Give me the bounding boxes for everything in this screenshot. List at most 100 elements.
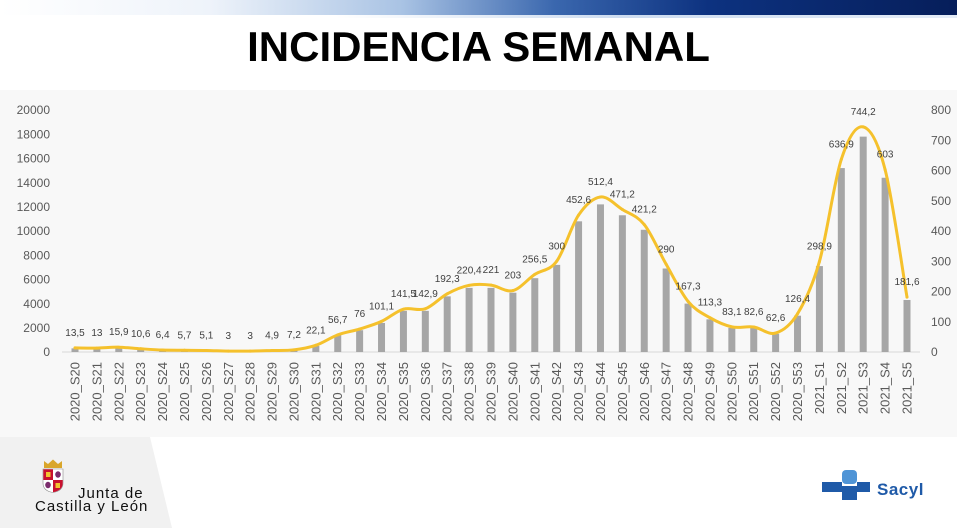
line-data-label: 7,2	[287, 330, 301, 341]
bar-2020-s50	[728, 327, 736, 352]
bar-2020-s37	[443, 296, 451, 352]
line-point	[445, 292, 449, 296]
bar-2020-s51	[750, 327, 758, 352]
x-tick-label: 2020_S44	[593, 362, 608, 421]
line-data-labels: 13,5 13 15,9 10,6 6,4 5,7 5,1 3 3 4,9 7,2 22,156,7 7…	[65, 107, 920, 342]
line-point	[796, 312, 800, 316]
x-tick-label: 2020_S36	[418, 362, 433, 421]
line-point	[533, 272, 537, 276]
line-point	[314, 343, 318, 347]
background-decoration	[0, 437, 172, 528]
bar-2020-s21	[93, 348, 101, 352]
x-tick-label: 2020_S35	[396, 362, 411, 421]
y-left-tick-label: 4000	[23, 297, 50, 311]
line-point	[577, 213, 581, 217]
line-point	[336, 333, 340, 337]
line-point	[861, 125, 865, 129]
line-point	[905, 295, 909, 299]
x-tick-label: 2020_S37	[440, 362, 455, 421]
x-tick-label: 2020_S43	[571, 362, 586, 421]
line-point	[708, 316, 712, 320]
line-point	[730, 325, 734, 329]
line-data-label: 452,6	[566, 195, 591, 206]
x-tick-label: 2021_S2	[834, 362, 849, 414]
x-tick-label: 2020_S34	[374, 362, 389, 421]
x-tick-label: 2020_S42	[549, 362, 564, 421]
line-point	[817, 260, 821, 264]
x-tick-label: 2020_S45	[615, 362, 630, 421]
line-point	[117, 345, 121, 349]
bar-2020-s52	[772, 333, 780, 352]
line-point	[511, 289, 515, 293]
x-tick-label: 2020_S33	[352, 362, 367, 421]
y-right-axis: 0 100 200 300 400 500 600 700 800	[931, 103, 951, 359]
line-point	[73, 346, 77, 350]
x-tick-label: 2020_S30	[286, 362, 301, 421]
y-left-tick-label: 12000	[17, 200, 51, 214]
y-left-tick-label: 6000	[23, 273, 50, 287]
line-point	[358, 327, 362, 331]
y-left-tick-label: 0	[43, 345, 50, 359]
line-series	[73, 125, 909, 353]
bar-series	[71, 136, 911, 352]
line-point	[489, 283, 493, 287]
line-point	[182, 348, 186, 352]
y-right-tick-label: 0	[931, 345, 938, 359]
line-data-label: 744,2	[851, 107, 876, 118]
line-point	[226, 349, 230, 353]
lion	[45, 481, 51, 489]
line-data-label: 192,3	[435, 274, 460, 285]
x-tick-label: 2021_S5	[900, 362, 915, 414]
y-right-tick-label: 500	[931, 194, 951, 208]
header-band-edge	[0, 15, 957, 18]
x-tick-label: 2020_S49	[702, 362, 717, 421]
bar-2020-s39	[487, 287, 495, 352]
cross-top-arm	[842, 470, 857, 484]
bar-2020-s46	[640, 229, 648, 352]
line-data-label: 290	[658, 244, 675, 255]
line-point	[467, 283, 471, 287]
line-point	[248, 349, 252, 353]
x-tick-label: 2020_S21	[89, 362, 104, 421]
line-data-label: 471,2	[610, 189, 635, 200]
line-point	[686, 299, 690, 303]
line-data-label: 113,3	[698, 298, 723, 309]
line-data-label: 126,4	[785, 294, 810, 305]
line-data-label: 512,4	[588, 177, 613, 188]
bar-2021-s5	[903, 299, 911, 352]
x-tick-label: 2021_S1	[812, 362, 827, 414]
x-tick-label: 2020_S22	[111, 362, 126, 421]
bar-2020-s31	[312, 345, 320, 352]
bar-2021-s3	[859, 136, 867, 352]
bar-2020-s40	[509, 292, 517, 352]
x-tick-label: 2020_S25	[177, 362, 192, 421]
line-data-label: 256,5	[522, 254, 547, 265]
line-point	[423, 307, 427, 311]
line-point	[401, 307, 405, 311]
castle	[55, 483, 60, 488]
x-axis: 2020_S20 2020_S21 2020_S22 2020_S23 2020_S24…	[68, 362, 915, 421]
x-tick-label: 2020_S26	[199, 362, 214, 421]
bar-2020-s44	[596, 204, 604, 352]
line-point	[620, 207, 624, 211]
y-left-tick-label: 14000	[17, 176, 51, 190]
line-data-label: 181,6	[894, 277, 919, 288]
x-tick-label: 2020_S20	[68, 362, 83, 421]
line-point	[883, 168, 887, 172]
x-tick-label: 2020_S39	[484, 362, 499, 421]
line-data-label: 82,6	[744, 307, 764, 318]
bar-2020-s47	[662, 268, 670, 352]
line-data-label: 203	[505, 271, 522, 282]
bar-2020-s33	[356, 330, 364, 352]
line-data-label: 76	[354, 309, 366, 320]
y-right-tick-label: 400	[931, 224, 951, 238]
bar-2020-s48	[684, 303, 692, 352]
x-tick-label: 2020_S50	[724, 362, 739, 421]
sacyl-logo-icon	[822, 470, 870, 500]
bar-2020-s20	[71, 348, 79, 352]
line-point	[664, 262, 668, 266]
y-left-tick-label: 8000	[23, 248, 50, 262]
y-right-tick-label: 700	[931, 133, 951, 147]
line-data-label: 6,4	[156, 330, 170, 341]
lion	[55, 471, 61, 478]
